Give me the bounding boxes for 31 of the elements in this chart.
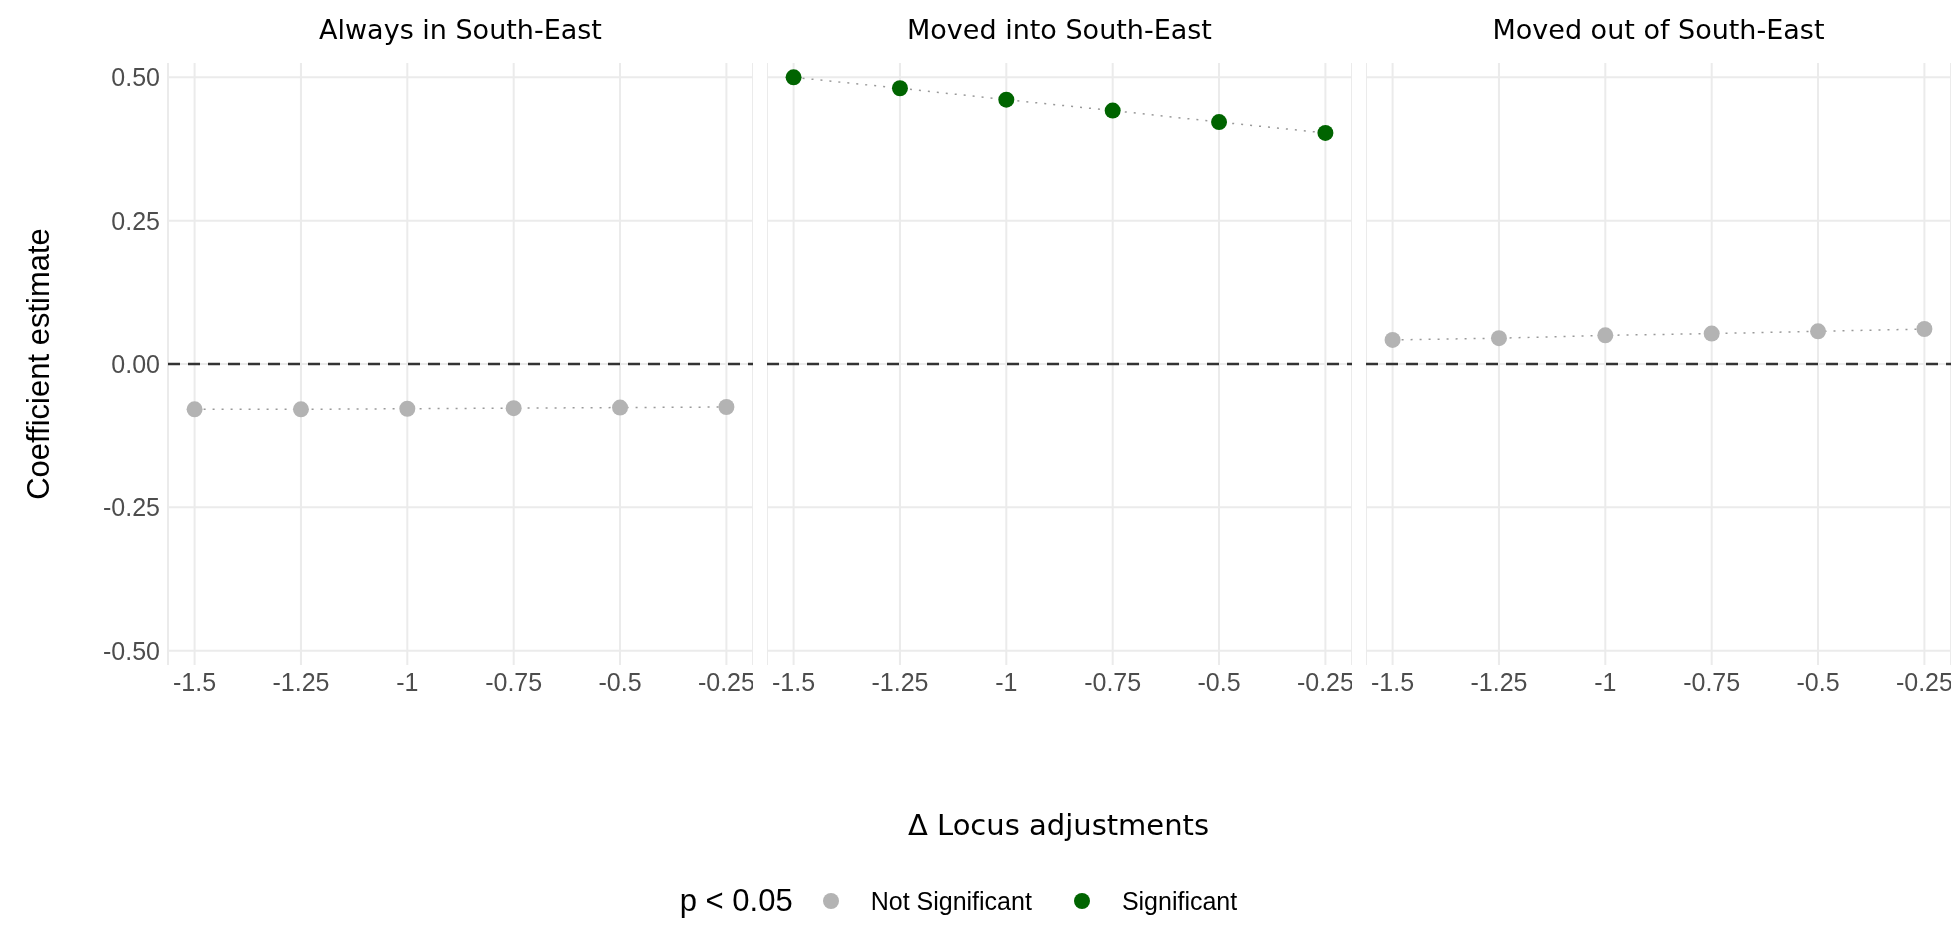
legend-label: Not Significant [870, 886, 1032, 916]
x-tick-label: -0.25 [1296, 667, 1354, 696]
x-tick-label: -1 [1594, 667, 1617, 696]
x-axis-title: Δ Locus adjustments [906, 808, 1211, 842]
x-tick-label: -0.5 [1796, 667, 1840, 696]
y-axis-title: Coefficient estimate [21, 228, 57, 500]
chart-title: Moved into South-East [906, 13, 1213, 47]
x-tick-label: -0.5 [598, 667, 642, 696]
y-tick-label: 0.25 [111, 206, 160, 235]
x-tick-label: -0.75 [1084, 667, 1142, 696]
y-tick-label: 0.50 [111, 63, 160, 92]
x-tick-label: -0.25 [697, 667, 755, 696]
x-tick-label: -0.75 [485, 667, 543, 696]
x-tick-label: -1 [995, 667, 1018, 696]
x-tick-label: -0.25 [1895, 667, 1953, 696]
x-tick-label: -1.25 [1470, 667, 1528, 696]
legend-label: Significant [1121, 886, 1238, 916]
y-tick-label: 0.00 [111, 349, 160, 378]
y-tick-label: -0.50 [103, 636, 160, 665]
x-tick-label: -1 [396, 667, 419, 696]
x-tick-label: -0.75 [1683, 667, 1741, 696]
x-tick-label: -1.5 [173, 667, 217, 696]
x-tick-label: -1.5 [772, 667, 816, 696]
x-tick-label: -1.25 [272, 667, 330, 696]
y-tick-label: -0.25 [103, 493, 160, 522]
legend-title: p < 0.05 [679, 883, 793, 919]
x-tick-label: -1.25 [871, 667, 929, 696]
x-tick-label: -1.5 [1371, 667, 1415, 696]
chart-title: Always in South-East [318, 13, 603, 47]
x-tick-label: -0.5 [1197, 667, 1241, 696]
chart-title: Moved out of South-East [1491, 13, 1826, 47]
